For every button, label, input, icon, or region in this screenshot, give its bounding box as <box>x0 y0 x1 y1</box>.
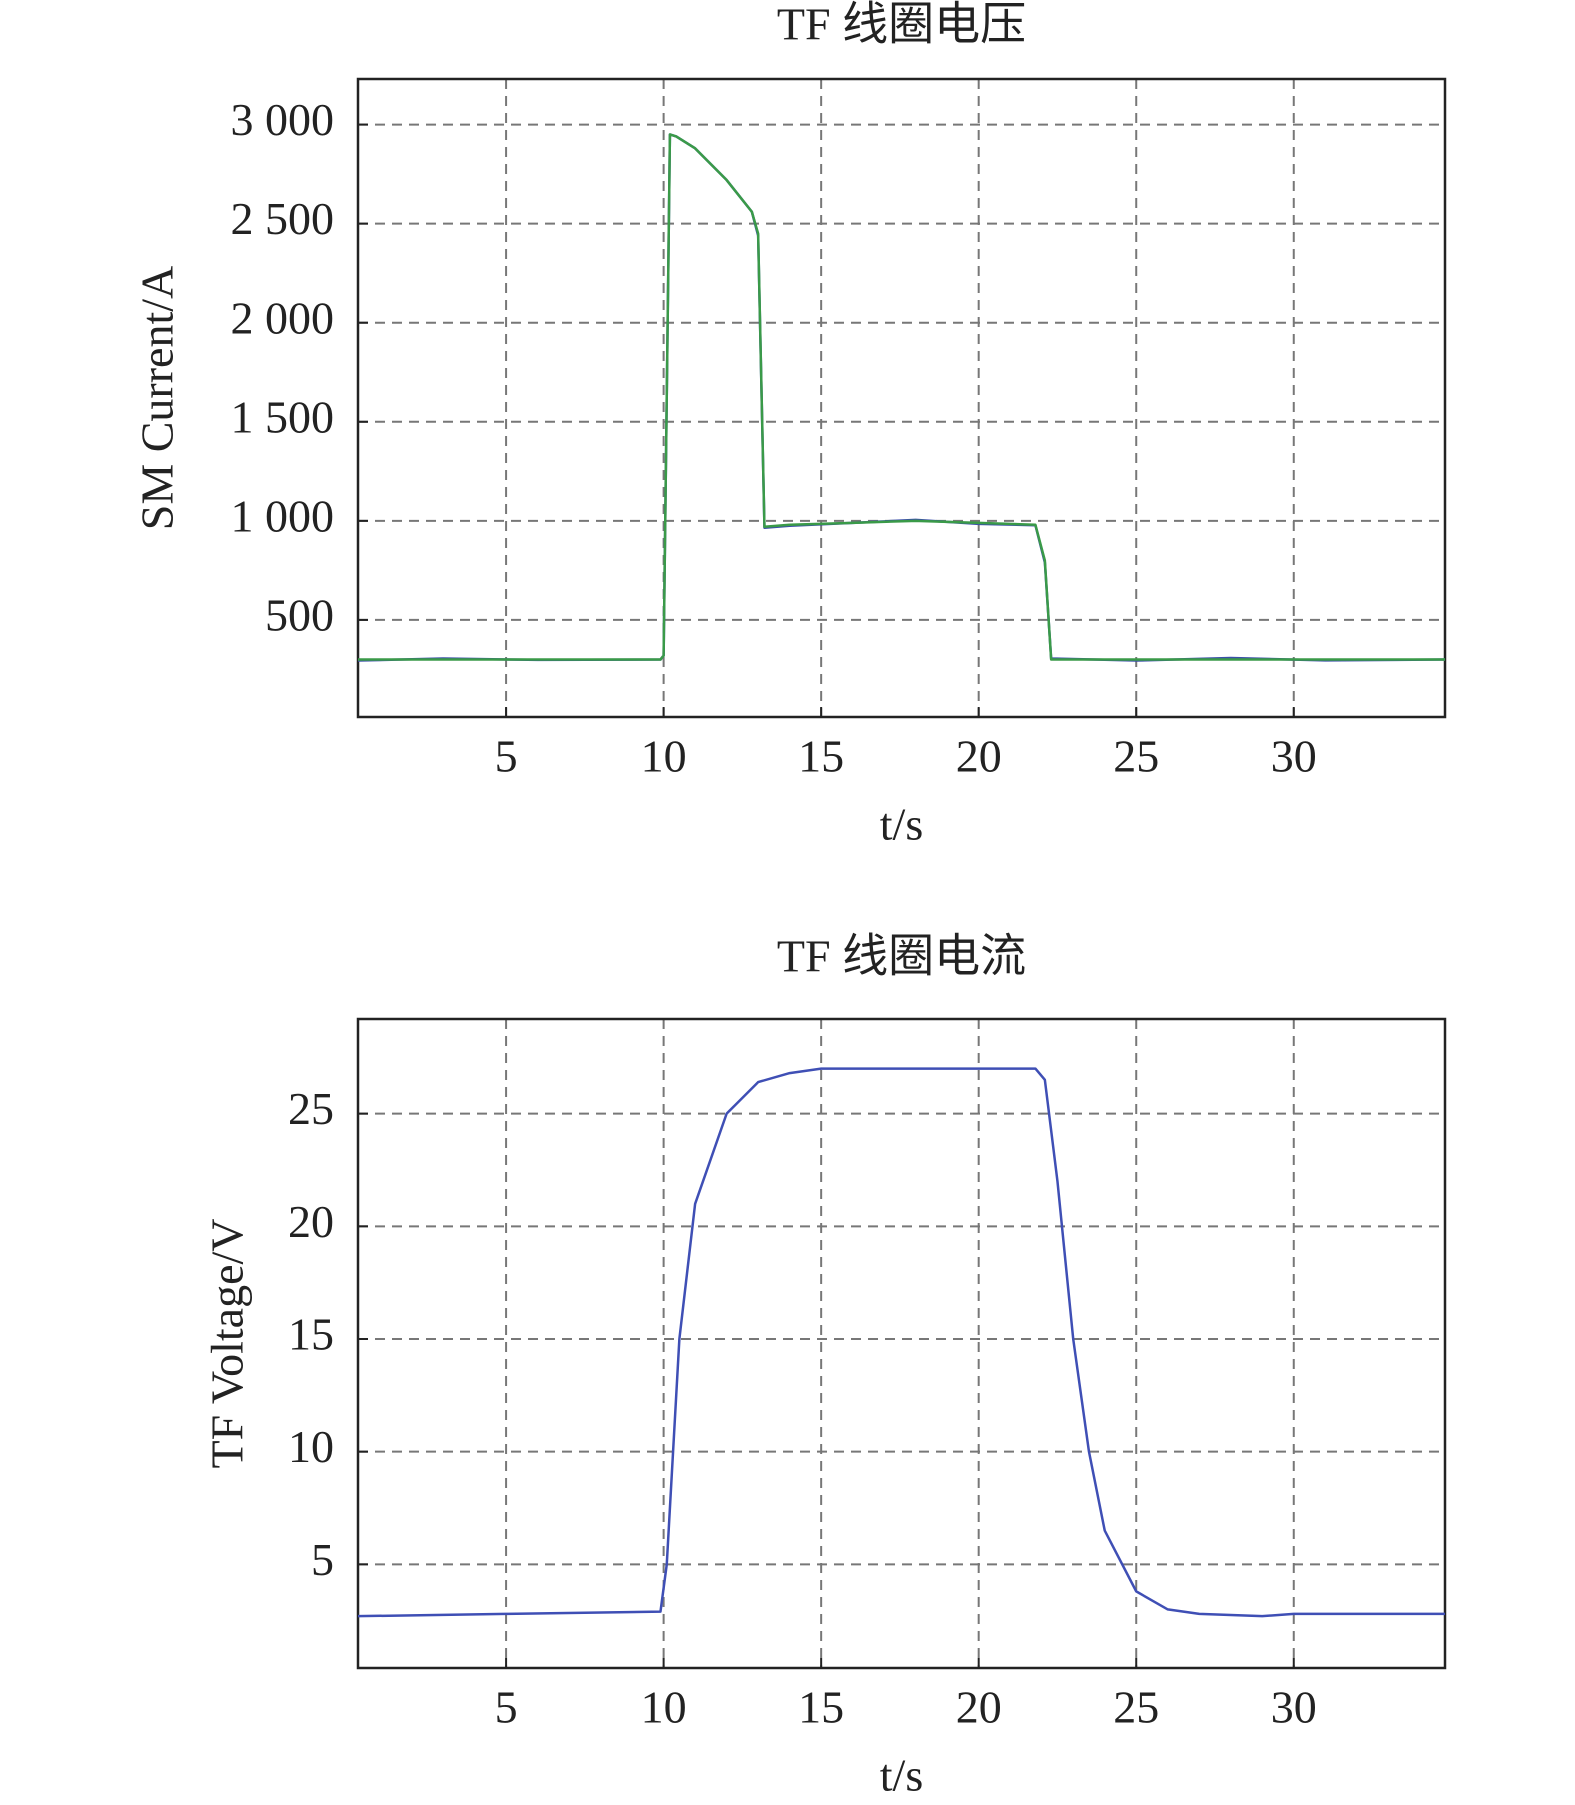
y-tick-label: 25 <box>288 1083 334 1134</box>
x-axis-label: t/s <box>880 799 923 850</box>
y-axis-label: SM Current/A <box>132 266 183 531</box>
y-tick-label: 10 <box>288 1421 334 1472</box>
data-line <box>358 133 1445 661</box>
y-tick-label: 2 500 <box>231 193 335 244</box>
x-tick-label: 15 <box>798 1682 844 1733</box>
x-tick-label: 30 <box>1271 1682 1317 1733</box>
y-tick-label: 1 000 <box>231 490 335 541</box>
y-tick-label: 3 000 <box>231 94 335 145</box>
data-line <box>357 133 1446 662</box>
y-axis-label: TF Voltage/V <box>202 1218 253 1468</box>
y-tick-label: 2 000 <box>231 292 335 343</box>
x-tick-label: 5 <box>495 1682 518 1733</box>
y-tick-label: 5 <box>311 1534 334 1585</box>
x-tick-label: 25 <box>1113 1682 1159 1733</box>
plot-frame <box>356 1017 1447 1670</box>
y-tick-label: 20 <box>288 1196 334 1247</box>
chart-title: TF 线圈电流 <box>777 931 1026 982</box>
x-tick-label: 15 <box>798 731 844 782</box>
y-tick-label: 1 500 <box>231 391 335 442</box>
y-tick-label: 500 <box>265 589 334 640</box>
x-axis-label: t/s <box>880 1750 923 1801</box>
x-tick-label: 30 <box>1271 731 1317 782</box>
x-tick-label: 5 <box>495 731 518 782</box>
x-tick-label: 10 <box>641 731 687 782</box>
y-tick-label: 15 <box>288 1309 334 1360</box>
data-line <box>357 1067 1445 1618</box>
plot-frame <box>356 77 1447 719</box>
x-tick-label: 20 <box>956 731 1002 782</box>
x-tick-label: 10 <box>641 1682 687 1733</box>
x-tick-label: 25 <box>1113 731 1159 782</box>
chart-title: TF 线圈电压 <box>777 0 1026 50</box>
x-tick-label: 20 <box>956 1682 1002 1733</box>
